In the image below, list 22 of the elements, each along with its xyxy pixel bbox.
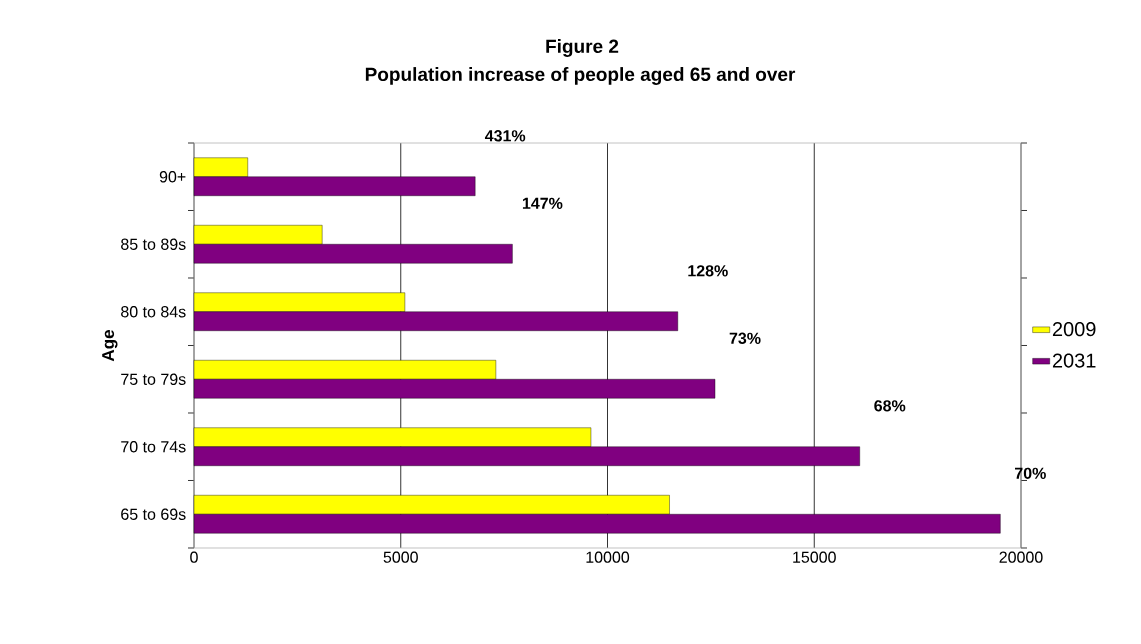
legend-label: 2031 xyxy=(1052,353,1096,368)
annotation: 73% xyxy=(729,332,761,344)
y-tick-label: 80 to 84s xyxy=(121,306,186,318)
y-tick-label: 90+ xyxy=(159,171,186,183)
x-tick-label: 20000 xyxy=(999,551,1043,563)
legend-label: 2009 xyxy=(1052,322,1096,337)
y-tick-label: 85 to 89s xyxy=(121,238,186,250)
x-tick-label: 10000 xyxy=(586,551,630,563)
y-tick-label: 70 to 74s xyxy=(121,441,186,453)
annotation: 128% xyxy=(688,265,728,277)
y-axis-title: Age xyxy=(102,330,118,362)
annotation: 70% xyxy=(1015,467,1046,479)
annotation: 68% xyxy=(874,400,906,412)
chart-title: Figure 2 xyxy=(546,39,619,57)
x-tick-label: 0 xyxy=(190,551,198,563)
chart-subtitle: Population increase of people aged 65 and over xyxy=(365,67,796,85)
annotation: 431% xyxy=(484,130,526,142)
annotation: 147% xyxy=(522,197,563,209)
y-tick-label: 65 to 69s xyxy=(121,508,186,520)
x-tick-label: 5000 xyxy=(383,551,418,563)
y-tick-label: 75 to 79s xyxy=(121,373,186,385)
x-tick-label: 15000 xyxy=(793,551,836,563)
